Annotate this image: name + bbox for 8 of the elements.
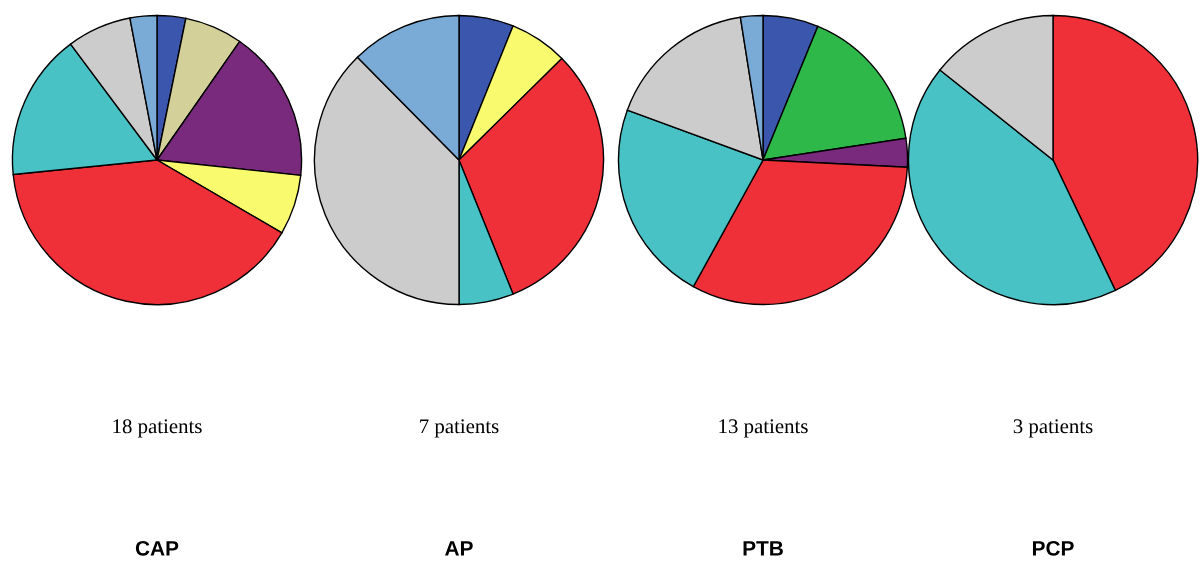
text: PCP [1032,540,1074,556]
text: AP [445,541,473,556]
text: PTB [743,541,783,556]
text: CAP [135,540,179,556]
text: 7 patients [420,419,499,438]
text: 3 patients [1013,419,1093,438]
text: 13 patients [719,419,808,438]
text: 18 patients [113,419,202,438]
